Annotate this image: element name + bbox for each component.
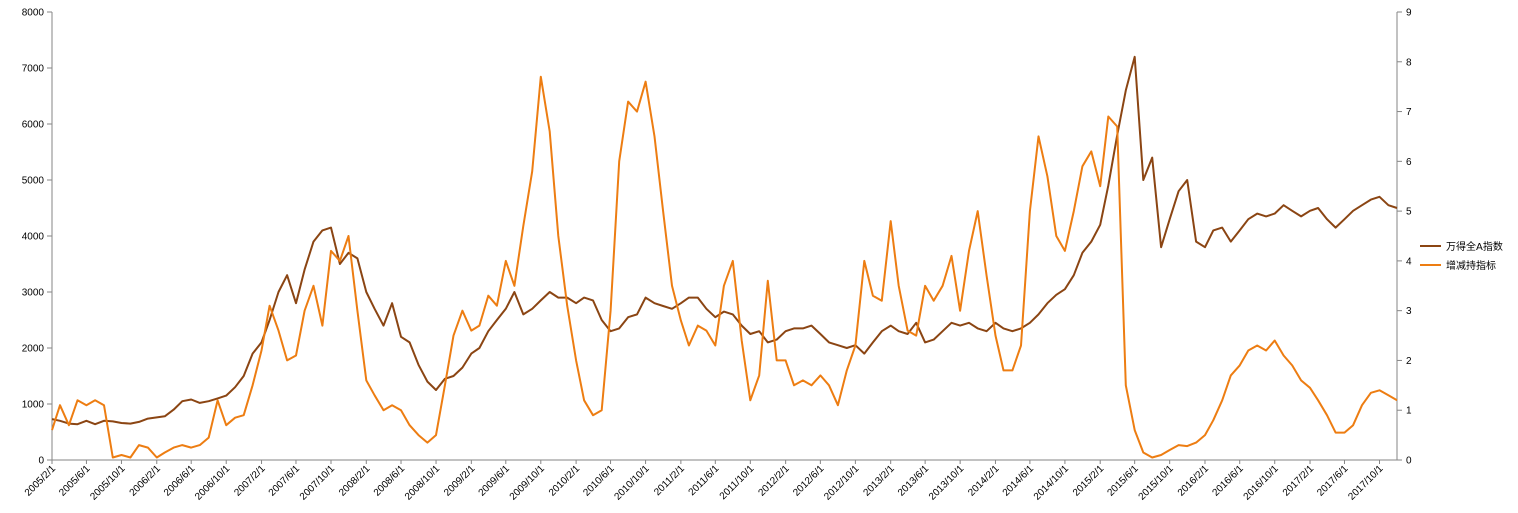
right-y-tick-label: 3	[1406, 306, 1412, 317]
left-y-tick-label: 0	[38, 456, 44, 467]
left-y-tick-label: 3000	[22, 288, 45, 299]
right-y-tick-label: 0	[1406, 456, 1412, 467]
x-tick-label: 2009/6/1	[477, 463, 513, 499]
right-y-axis: 0 1 2 3 4 5 6 7 8 9	[1396, 8, 1412, 467]
left-y-tick-label: 1000	[22, 400, 45, 411]
right-y-tick-label: 8	[1406, 57, 1412, 68]
left-y-tick-label: 5000	[22, 176, 45, 187]
left-y-tick-label: 2000	[22, 344, 45, 355]
x-tick-label: 2016/2/1	[1176, 463, 1212, 499]
left-y-tick-label: 4000	[22, 232, 45, 243]
x-tick-label: 2016/6/1	[1211, 463, 1247, 499]
x-tick-label: 2006/10/1	[193, 463, 233, 503]
right-y-tick-label: 6	[1406, 157, 1412, 168]
x-tick-label: 2014/6/1	[1001, 463, 1037, 499]
x-tick-label: 2010/6/1	[581, 463, 617, 499]
x-tick-label: 2017/2/1	[1281, 463, 1317, 499]
x-tick-label: 2008/2/1	[337, 463, 373, 499]
x-tick-label: 2017/10/1	[1346, 463, 1386, 503]
x-tick-label: 2007/10/1	[298, 463, 338, 503]
right-y-tick-label: 7	[1406, 107, 1412, 118]
x-tick-label: 2006/2/1	[128, 463, 164, 499]
x-tick-label: 2011/10/1	[718, 463, 757, 502]
x-tick-label: 2006/6/1	[162, 463, 198, 499]
x-tick-label: 2016/10/1	[1242, 463, 1282, 503]
x-tick-label: 2013/10/1	[927, 463, 967, 503]
right-y-tick-label: 2	[1406, 356, 1412, 367]
x-tick-label: 2017/6/1	[1315, 463, 1351, 499]
x-tick-label: 2010/10/1	[612, 463, 652, 503]
left-y-axis: 0 1000 2000 3000 4000 5000 6000 7000 8000	[22, 8, 53, 467]
x-tick-label: 2008/10/1	[403, 463, 443, 503]
left-y-tick-label: 6000	[22, 120, 45, 131]
x-tick-label: 2014/10/1	[1032, 463, 1072, 503]
legend-label: 增减持指标	[1446, 259, 1496, 272]
x-tick-label: 2010/2/1	[547, 463, 583, 499]
x-tick-label: 2012/2/1	[756, 463, 792, 499]
left-y-tick-label: 8000	[22, 8, 45, 19]
x-tick-label: 2011/2/1	[652, 463, 687, 498]
x-tick-label: 2005/10/1	[88, 463, 128, 503]
x-tick-label: 2015/6/1	[1105, 463, 1141, 499]
right-y-tick-label: 5	[1406, 207, 1412, 218]
x-tick-label: 2014/2/1	[966, 463, 1002, 499]
right-y-tick-label: 1	[1406, 406, 1412, 417]
x-tick-label: 2015/2/1	[1071, 463, 1107, 499]
x-tick-label: 2011/6/1	[687, 463, 722, 498]
x-tick-label: 2012/6/1	[791, 463, 827, 499]
x-tick-label: 2005/6/1	[57, 463, 93, 499]
x-tick-label: 2009/10/1	[508, 463, 548, 503]
right-y-tick-label: 4	[1406, 256, 1412, 267]
x-tick-label: 2005/2/1	[23, 463, 59, 499]
series-line-wind-a-index	[51, 55, 1398, 426]
x-tick-label: 2008/6/1	[372, 463, 408, 499]
legend-label: 万得全A指数	[1446, 240, 1503, 253]
x-tick-label: 2012/10/1	[822, 463, 862, 503]
left-y-tick-label: 7000	[22, 64, 45, 75]
x-tick-label: 2007/2/1	[232, 463, 268, 499]
right-y-tick-label: 9	[1406, 8, 1412, 19]
series-lines	[51, 55, 1398, 459]
x-tick-label: 2007/6/1	[267, 463, 303, 499]
series-line-holding-change	[51, 75, 1398, 459]
x-tick-label: 2013/6/1	[896, 463, 932, 499]
x-tick-label: 2013/2/1	[861, 463, 897, 499]
x-tick-label: 2009/2/1	[442, 463, 478, 499]
x-tick-label: 2015/10/1	[1137, 463, 1177, 503]
